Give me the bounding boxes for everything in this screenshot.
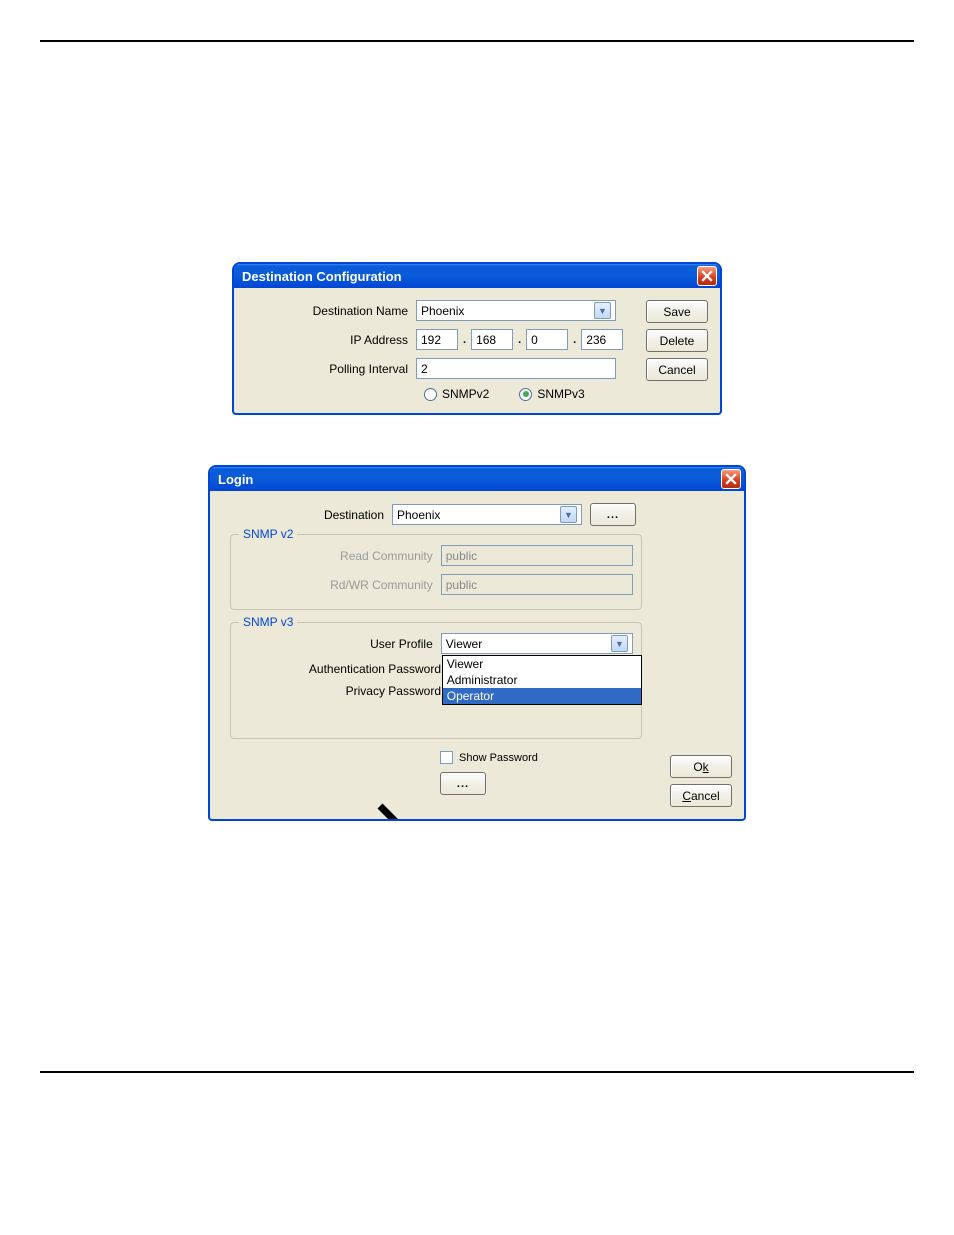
save-button[interactable]: Save xyxy=(646,300,708,323)
snmpv3-radio[interactable]: SNMPv3 xyxy=(519,387,584,401)
profile-dropdown-list: Viewer Administrator Operator xyxy=(442,655,642,705)
bottom-rule xyxy=(40,1071,914,1073)
login-title: Login xyxy=(218,472,253,487)
dot-sep: . xyxy=(517,334,522,346)
cancel-button[interactable]: Cancel xyxy=(646,358,708,381)
delete-button[interactable]: Delete xyxy=(646,329,708,352)
dest-name-combo[interactable]: Phoenix ▼ xyxy=(416,300,616,321)
login-dialog: Login Destination Phoenix ▼ ... SNMP v2 … xyxy=(208,465,746,821)
ip-octet-2[interactable] xyxy=(471,329,513,350)
close-icon[interactable] xyxy=(697,266,717,286)
ip-label: IP Address xyxy=(246,333,416,347)
auth-pwd-label: Authentication Password xyxy=(239,662,449,676)
rdwr-comm-label: Rd/WR Community xyxy=(239,578,441,592)
dest-title-bar: Destination Configuration xyxy=(234,264,720,288)
snmp-v3-legend: SNMP v3 xyxy=(239,615,297,629)
profile-label: User Profile xyxy=(239,637,441,651)
poll-label: Polling Interval xyxy=(246,362,416,376)
rdwr-comm-input xyxy=(441,574,633,595)
snmp-v3-group: SNMP v3 User Profile Viewer ▼ Viewer Adm… xyxy=(230,622,642,739)
login-title-bar: Login xyxy=(210,467,744,491)
snmpv2-radio[interactable]: SNMPv2 xyxy=(424,387,489,401)
chevron-down-icon[interactable]: ▼ xyxy=(560,506,577,523)
chevron-down-icon[interactable]: ▼ xyxy=(594,302,611,319)
dest-config-dialog: Destination Configuration Save Delete Ca… xyxy=(232,262,722,415)
ok-button[interactable]: Ok xyxy=(670,755,732,778)
priv-pwd-label: Privacy Password xyxy=(239,684,449,698)
show-pwd-checkbox[interactable] xyxy=(440,751,453,764)
read-comm-input xyxy=(441,545,633,566)
dest-title: Destination Configuration xyxy=(242,269,402,284)
close-icon[interactable] xyxy=(721,469,741,489)
pwd-browse-button[interactable]: ... xyxy=(440,772,486,795)
chevron-down-icon[interactable]: ▼ xyxy=(611,635,628,652)
dot-sep: . xyxy=(462,334,467,346)
browse-button[interactable]: ... xyxy=(590,503,636,526)
login-dest-label: Destination xyxy=(222,508,392,522)
profile-combo[interactable]: Viewer ▼ Viewer Administrator Operator xyxy=(441,633,633,654)
snmp-v2-group: SNMP v2 Read Community Rd/WR Community xyxy=(230,534,642,610)
dot-sep: . xyxy=(572,334,577,346)
ip-octet-3[interactable] xyxy=(526,329,568,350)
ip-octet-4[interactable] xyxy=(581,329,623,350)
show-pwd-label: Show Password xyxy=(459,752,538,764)
radio-icon xyxy=(519,388,532,401)
radio-icon xyxy=(424,388,437,401)
profile-option-admin[interactable]: Administrator xyxy=(443,672,641,688)
login-cancel-button[interactable]: Cancel xyxy=(670,784,732,807)
arrow-annotation-icon xyxy=(375,801,430,821)
snmp-v2-legend: SNMP v2 xyxy=(239,527,297,541)
login-dest-combo[interactable]: Phoenix ▼ xyxy=(392,504,582,525)
profile-option-viewer[interactable]: Viewer xyxy=(443,656,641,672)
dest-name-label: Destination Name xyxy=(246,304,416,318)
ip-octet-1[interactable] xyxy=(416,329,458,350)
profile-option-operator[interactable]: Operator xyxy=(443,688,641,704)
poll-input[interactable] xyxy=(416,358,616,379)
read-comm-label: Read Community xyxy=(239,549,441,563)
